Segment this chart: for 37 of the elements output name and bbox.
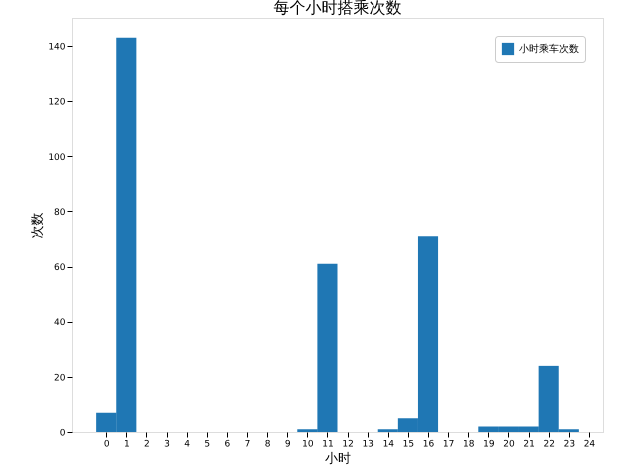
- legend-label: 小时乘车次数: [519, 43, 579, 55]
- y-tick-label: 140: [48, 42, 66, 52]
- x-tick-label: 14: [382, 440, 394, 450]
- y-tick-label: 120: [48, 98, 66, 108]
- y-tick-label: 60: [54, 263, 66, 274]
- x-tick-label: 21: [523, 440, 535, 450]
- y-axis-title: 次数: [30, 212, 46, 238]
- x-tick-label: 4: [184, 440, 190, 450]
- x-tick-label: 0: [104, 440, 110, 450]
- x-tick-label: 11: [322, 440, 334, 450]
- x-tick-label: 9: [284, 440, 291, 450]
- x-tick-label: 18: [463, 440, 475, 450]
- x-tick-label: 16: [422, 440, 435, 450]
- x-tick-label: 1: [124, 440, 130, 450]
- x-tick-label: 20: [503, 440, 515, 450]
- x-tick-label: 23: [564, 440, 576, 450]
- x-axis-title: 小时: [325, 452, 351, 466]
- x-tick-label: 24: [584, 440, 596, 450]
- x-tick-label: 10: [302, 440, 314, 450]
- y-tick-label: 20: [54, 373, 66, 384]
- y-tick-label: 80: [54, 208, 66, 218]
- x-tick-label: 7: [244, 440, 250, 450]
- x-tick-label: 15: [402, 440, 414, 450]
- chart-title: 每个小时搭乘次数: [274, 0, 402, 17]
- x-tick-label: 6: [224, 440, 231, 450]
- x-tick-label: 17: [442, 440, 454, 450]
- y-tick-label: 100: [48, 152, 66, 163]
- y-tick-label: 0: [60, 428, 66, 438]
- x-tick-label: 13: [362, 440, 374, 450]
- x-tick-label: 5: [204, 440, 210, 450]
- x-tick-label: 12: [342, 440, 354, 450]
- x-tick-label: 19: [483, 440, 495, 450]
- x-tick-label: 2: [144, 440, 150, 450]
- x-tick-label: 3: [164, 440, 170, 450]
- y-tick-label: 40: [54, 318, 66, 328]
- x-tick-label: 8: [264, 440, 271, 450]
- x-tick-label: 22: [543, 440, 555, 450]
